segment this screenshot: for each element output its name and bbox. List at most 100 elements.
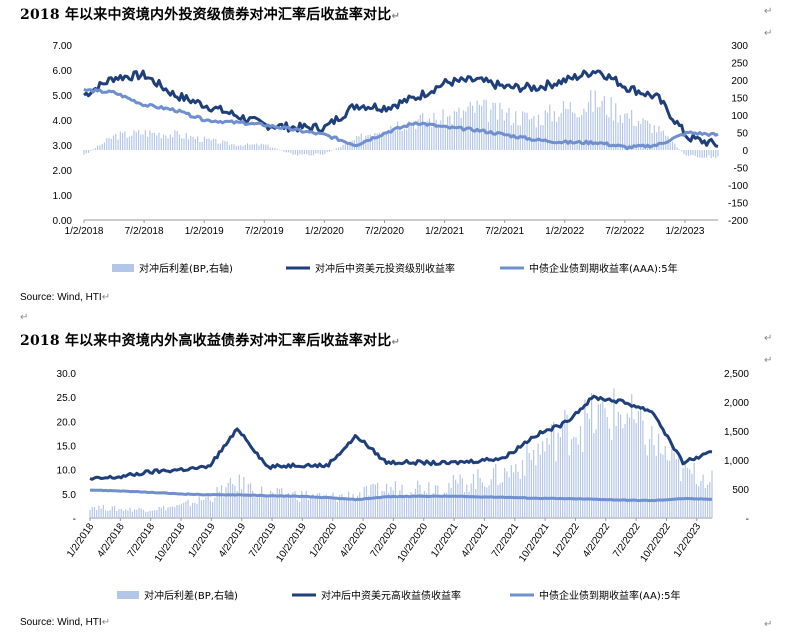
spread-bar <box>138 507 140 518</box>
spread-bar <box>706 150 708 158</box>
spread-bar <box>232 484 234 518</box>
spread-bar <box>122 132 124 150</box>
spread-bar <box>256 497 258 518</box>
x-tick-label: 1/2/2020 <box>308 521 340 560</box>
spread-bar <box>477 469 479 518</box>
spread-bar <box>111 506 113 518</box>
x-tick-label: 7/2/2021 <box>485 226 524 237</box>
spread-bar <box>588 418 590 518</box>
spread-bar <box>376 133 378 150</box>
spread-bar <box>265 497 267 518</box>
spread-bar <box>342 144 344 150</box>
y-right-tick-label: 1,000 <box>724 456 749 467</box>
spread-bar <box>608 428 611 518</box>
spread-bar <box>622 428 624 518</box>
spread-bar <box>199 141 201 150</box>
spread-bar <box>185 133 187 150</box>
spread-bar <box>339 495 341 518</box>
spread-bar <box>506 112 508 150</box>
return-mark: ↵ <box>764 333 773 344</box>
spread-bar <box>147 511 149 518</box>
spread-bar <box>267 144 269 150</box>
spread-bar <box>604 408 606 518</box>
spread-bar <box>689 469 691 518</box>
spread-bar <box>577 444 579 518</box>
spread-bar <box>539 454 541 518</box>
spread-bar <box>586 413 588 518</box>
spread-bar <box>635 423 637 518</box>
spread-bar <box>190 135 192 150</box>
spread-bar <box>103 142 106 150</box>
spread-bar <box>499 483 501 518</box>
chart1: 7.00 6.00 5.00 4.00 3.00 2.00 1.00 0.00 300 250 20… <box>53 41 749 275</box>
spread-bar <box>314 498 316 518</box>
y-left-tick-label: 5.00 <box>53 91 73 102</box>
spread-bar <box>327 497 330 518</box>
spread-bar <box>113 506 116 518</box>
x-tick-label: 1/2/2019 <box>186 521 218 560</box>
spread-bar <box>606 114 608 150</box>
spread-bar <box>167 507 169 518</box>
spread-bar <box>162 134 165 150</box>
y-left-tick-label: 1.00 <box>53 191 73 202</box>
spread-bar <box>692 150 694 156</box>
spread-bar <box>524 112 526 150</box>
spread-bar <box>406 129 408 150</box>
spread-bar <box>682 468 684 518</box>
spread-bar <box>492 102 494 150</box>
spread-bar <box>325 494 327 518</box>
spread-bar <box>171 506 174 518</box>
spread-bar <box>530 460 533 518</box>
spread-bar <box>463 492 466 518</box>
y-right-tick-label: -200 <box>728 216 748 227</box>
spread-bar <box>185 501 187 518</box>
y-left-tick-label: 4.00 <box>53 116 73 127</box>
spread-bar <box>658 125 660 150</box>
x-tick-label: 4/2/2018 <box>95 521 127 560</box>
spread-bar <box>481 482 483 518</box>
spread-bar <box>541 441 544 518</box>
spread-bar <box>244 144 246 150</box>
spread-bar <box>712 150 715 157</box>
y-right-tick-label: -50 <box>734 164 749 175</box>
spread-bar <box>687 150 690 156</box>
spread-bar <box>613 388 615 518</box>
spread-bar <box>666 460 669 518</box>
spread-bar <box>122 510 125 518</box>
x-tick-label: 1/2/2018 <box>65 226 104 237</box>
spread-bar <box>110 138 112 150</box>
spread-bar <box>631 394 633 518</box>
spread-bar <box>292 492 294 518</box>
spread-bar <box>392 127 394 150</box>
spread-bar <box>294 150 296 155</box>
spread-bar <box>363 487 365 518</box>
return-mark: ↵ <box>20 312 29 323</box>
spread-bar <box>321 495 323 518</box>
spread-bar <box>124 131 126 150</box>
spread-bar <box>247 143 249 150</box>
spread-bar <box>394 131 396 150</box>
spread-bar <box>367 135 369 150</box>
y-left-tick-label: 2.00 <box>53 166 73 177</box>
spread-bar <box>312 150 315 156</box>
spread-bar <box>631 109 633 150</box>
spread-bar <box>94 148 96 150</box>
return-mark: ↵ <box>764 28 773 39</box>
spread-bar <box>354 499 356 518</box>
y-right-tick-label: -100 <box>728 181 748 192</box>
spread-bar <box>272 147 274 150</box>
spread-bar <box>495 463 497 518</box>
spread-bar <box>372 483 374 518</box>
spread-bar <box>249 144 251 150</box>
spread-bar <box>674 143 676 150</box>
cn-corporate-yield-line <box>89 488 713 503</box>
spread-bar <box>101 144 103 150</box>
spread-bar <box>283 496 285 518</box>
spread-bar <box>717 150 719 157</box>
spread-bar <box>336 501 339 518</box>
y-right-tick-label: 0 <box>742 146 748 157</box>
spread-bar <box>176 505 178 518</box>
spread-bar <box>624 423 626 518</box>
spread-bar <box>369 134 371 150</box>
spread-bar <box>292 150 294 155</box>
